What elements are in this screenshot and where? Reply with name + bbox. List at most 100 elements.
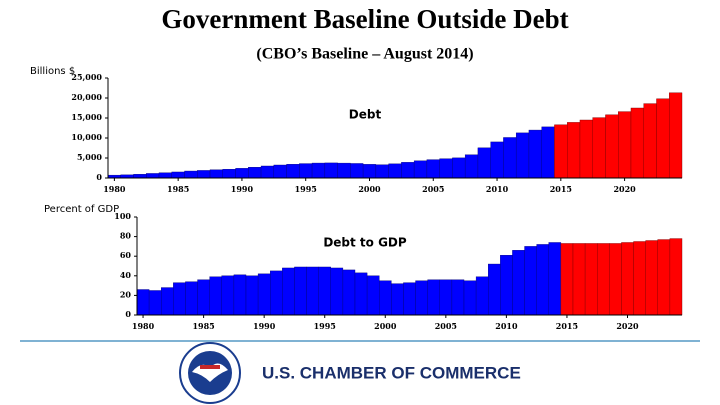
bar bbox=[528, 129, 542, 179]
x-tick-label: 1995 bbox=[295, 184, 317, 194]
bar bbox=[146, 173, 160, 179]
bar bbox=[209, 276, 222, 316]
bar bbox=[609, 243, 622, 316]
bar bbox=[488, 263, 501, 316]
y-tick-label: 0 bbox=[96, 172, 102, 182]
bar bbox=[451, 279, 465, 316]
y-tick-label: 80 bbox=[120, 231, 132, 241]
annotation: Debt bbox=[349, 108, 382, 122]
bar bbox=[366, 275, 380, 316]
bar bbox=[161, 287, 174, 316]
bar bbox=[318, 266, 331, 316]
bar bbox=[282, 267, 295, 316]
y-axis-label: Billions $ bbox=[30, 66, 75, 77]
bar bbox=[630, 107, 644, 179]
bar bbox=[669, 238, 683, 316]
bar bbox=[413, 160, 428, 179]
bar bbox=[337, 162, 351, 179]
x-tick-label: 2015 bbox=[556, 321, 578, 331]
bar bbox=[548, 242, 562, 316]
bar bbox=[148, 290, 162, 316]
x-tick-label: 2020 bbox=[616, 321, 639, 331]
x-tick-label: 2000 bbox=[374, 321, 397, 331]
bar bbox=[605, 114, 619, 179]
y-tick-label: 0 bbox=[125, 309, 131, 319]
bar bbox=[233, 274, 247, 316]
bar bbox=[197, 170, 211, 179]
bar bbox=[136, 289, 150, 316]
y-tick-label: 25,000 bbox=[71, 72, 102, 82]
bar bbox=[185, 281, 198, 316]
bar bbox=[643, 103, 657, 179]
x-tick-label: 1990 bbox=[253, 321, 276, 331]
bar bbox=[572, 243, 586, 316]
bar bbox=[541, 126, 555, 179]
x-tick-label: 1995 bbox=[314, 321, 336, 331]
x-tick-label: 2010 bbox=[495, 321, 518, 331]
bar bbox=[403, 282, 416, 316]
organization-name: U.S. CHAMBER OF COMMERCE bbox=[262, 363, 521, 382]
bar bbox=[477, 147, 491, 179]
bar bbox=[401, 162, 415, 179]
bar bbox=[621, 242, 634, 316]
bar bbox=[452, 157, 466, 179]
slide-title: Government Baseline Outside Debt bbox=[161, 4, 568, 34]
bar bbox=[536, 244, 549, 316]
bar bbox=[657, 239, 671, 316]
y-tick-label: 15,000 bbox=[71, 112, 102, 122]
x-tick-label: 2000 bbox=[358, 184, 381, 194]
bar bbox=[209, 169, 224, 179]
bar bbox=[248, 167, 262, 179]
bar bbox=[245, 275, 259, 316]
bar bbox=[184, 170, 198, 179]
bar bbox=[299, 163, 313, 179]
bar bbox=[490, 141, 504, 179]
bar bbox=[354, 272, 368, 316]
bar bbox=[463, 280, 477, 316]
bar bbox=[133, 174, 147, 179]
x-tick-label: 2005 bbox=[435, 321, 457, 331]
bar bbox=[362, 164, 377, 179]
bar bbox=[512, 250, 525, 316]
bar bbox=[475, 276, 489, 316]
bar bbox=[579, 119, 593, 179]
bar bbox=[388, 163, 402, 179]
bar bbox=[592, 117, 606, 179]
bar bbox=[342, 269, 356, 316]
bar bbox=[415, 280, 428, 316]
y-tick-label: 20 bbox=[120, 289, 132, 299]
y-tick-label: 20,000 bbox=[71, 92, 102, 102]
x-tick-label: 1985 bbox=[167, 184, 189, 194]
bar bbox=[618, 111, 632, 179]
bar bbox=[439, 279, 453, 316]
bar bbox=[464, 154, 479, 179]
bar bbox=[375, 164, 389, 179]
x-tick-label: 2020 bbox=[613, 184, 636, 194]
bar bbox=[330, 267, 344, 316]
x-tick-label: 2010 bbox=[486, 184, 509, 194]
bar bbox=[306, 266, 319, 316]
bar bbox=[294, 266, 307, 316]
bar bbox=[270, 270, 283, 316]
x-tick-label: 1980 bbox=[132, 321, 155, 331]
bar bbox=[503, 137, 517, 179]
bar bbox=[439, 158, 453, 179]
bar bbox=[173, 282, 186, 316]
bar bbox=[350, 163, 364, 179]
bar bbox=[426, 159, 440, 179]
annotation: Debt to GDP bbox=[323, 236, 407, 250]
y-tick-label: 5,000 bbox=[77, 152, 102, 162]
bar bbox=[260, 165, 275, 179]
bar bbox=[500, 255, 513, 316]
x-tick-label: 2015 bbox=[550, 184, 572, 194]
bar bbox=[221, 275, 235, 316]
bar bbox=[222, 169, 236, 179]
bar bbox=[567, 122, 581, 179]
bar bbox=[158, 172, 172, 179]
y-tick-label: 60 bbox=[120, 250, 132, 260]
bar bbox=[656, 98, 670, 179]
bar bbox=[584, 243, 598, 316]
bar bbox=[524, 246, 537, 316]
bar bbox=[235, 168, 249, 179]
